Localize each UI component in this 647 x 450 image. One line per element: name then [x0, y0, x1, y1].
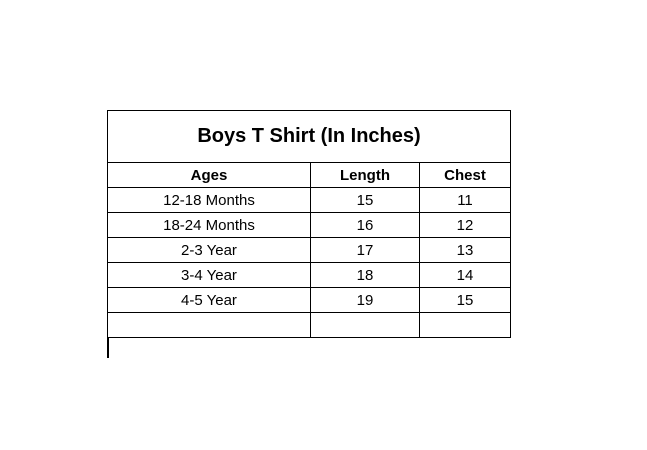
- table-row: 12-18 Months 15 11: [107, 187, 511, 213]
- chest-cell: 14: [419, 262, 511, 288]
- length-cell: [310, 312, 420, 338]
- ages-cell: 4-5 Year: [107, 287, 311, 313]
- ages-cell: 12-18 Months: [107, 187, 311, 213]
- ages-cell: 18-24 Months: [107, 212, 311, 238]
- chest-cell: 12: [419, 212, 511, 238]
- chest-cell: 13: [419, 237, 511, 263]
- table-title-row: Boys T Shirt (In Inches): [107, 110, 511, 163]
- ages-cell: 2-3 Year: [107, 237, 311, 263]
- table-row: 18-24 Months 16 12: [107, 212, 511, 238]
- ages-cell: 3-4 Year: [107, 262, 311, 288]
- table-row: 2-3 Year 17 13: [107, 237, 511, 263]
- column-header-length: Length: [310, 162, 420, 188]
- column-header-chest: Chest: [419, 162, 511, 188]
- table-header-row: Ages Length Chest: [107, 162, 511, 188]
- size-chart-table: Boys T Shirt (In Inches) Ages Length Che…: [107, 110, 511, 338]
- length-cell: 18: [310, 262, 420, 288]
- table-title: Boys T Shirt (In Inches): [107, 110, 511, 163]
- length-cell: 15: [310, 187, 420, 213]
- length-cell: 19: [310, 287, 420, 313]
- table-row: 3-4 Year 18 14: [107, 262, 511, 288]
- table-row: 4-5 Year 19 15: [107, 287, 511, 313]
- column-header-ages: Ages: [107, 162, 311, 188]
- chest-cell: 11: [419, 187, 511, 213]
- text-cursor: [107, 337, 109, 358]
- chest-cell: [419, 312, 511, 338]
- length-cell: 16: [310, 212, 420, 238]
- length-cell: 17: [310, 237, 420, 263]
- ages-cell: [107, 312, 311, 338]
- table-row-empty: [107, 312, 511, 338]
- chest-cell: 15: [419, 287, 511, 313]
